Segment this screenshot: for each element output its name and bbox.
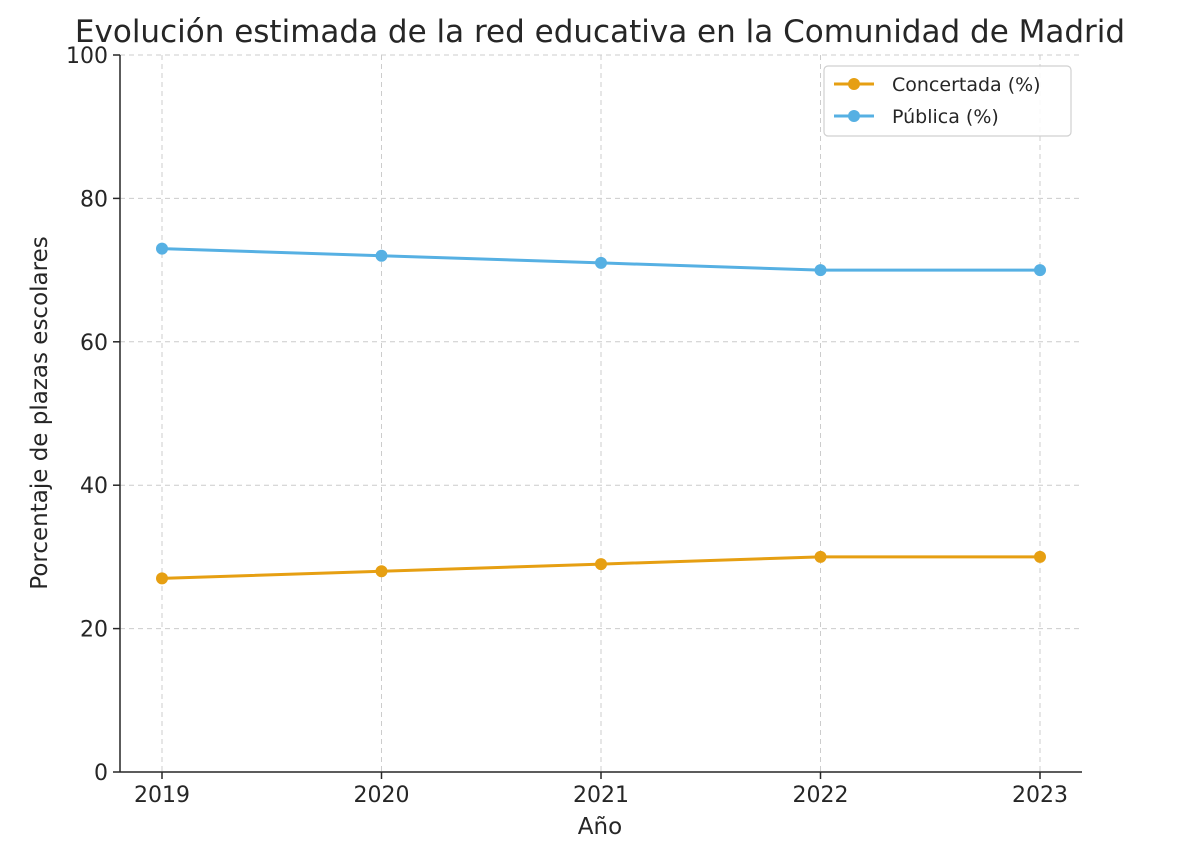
data-point <box>156 242 168 255</box>
data-point <box>595 558 607 571</box>
y-tick-label: 40 <box>80 474 108 499</box>
y-tick-label: 80 <box>80 187 108 212</box>
legend: Concertada (%) Pública (%) <box>823 65 1072 137</box>
x-tick-label: 2023 <box>1012 783 1068 808</box>
grid <box>120 54 1082 773</box>
data-point <box>156 572 168 585</box>
x-tick-label: 2021 <box>573 783 629 808</box>
axes <box>119 55 1082 773</box>
y-axis-ticks: 0 20 40 60 80 100 <box>66 44 120 786</box>
data-point <box>1034 264 1046 277</box>
x-axis-ticks: 2019 2020 2021 2022 2023 <box>134 772 1068 808</box>
data-point <box>814 550 827 563</box>
x-tick-label: 2019 <box>134 783 190 808</box>
legend-marker <box>848 110 860 122</box>
legend-label: Concertada (%) <box>892 74 1041 96</box>
data-point <box>375 249 388 262</box>
data-point <box>814 264 827 277</box>
y-tick-label: 60 <box>80 331 108 356</box>
y-axis-label: Porcentaje de plazas escolares <box>27 236 53 589</box>
y-tick-label: 20 <box>80 618 108 643</box>
x-tick-label: 2020 <box>354 783 410 808</box>
legend-label: Pública (%) <box>892 106 999 128</box>
x-axis-label: Año <box>578 814 622 840</box>
legend-marker <box>848 78 860 90</box>
legend-box <box>823 65 1072 137</box>
data-point <box>375 565 388 578</box>
y-tick-label: 0 <box>94 761 108 786</box>
series-group <box>156 242 1046 585</box>
data-point <box>595 256 607 269</box>
data-point <box>1034 550 1046 563</box>
chart-title: Evolución estimada de la red educativa e… <box>75 14 1125 50</box>
y-tick-label: 100 <box>66 44 108 69</box>
x-tick-label: 2022 <box>793 783 849 808</box>
